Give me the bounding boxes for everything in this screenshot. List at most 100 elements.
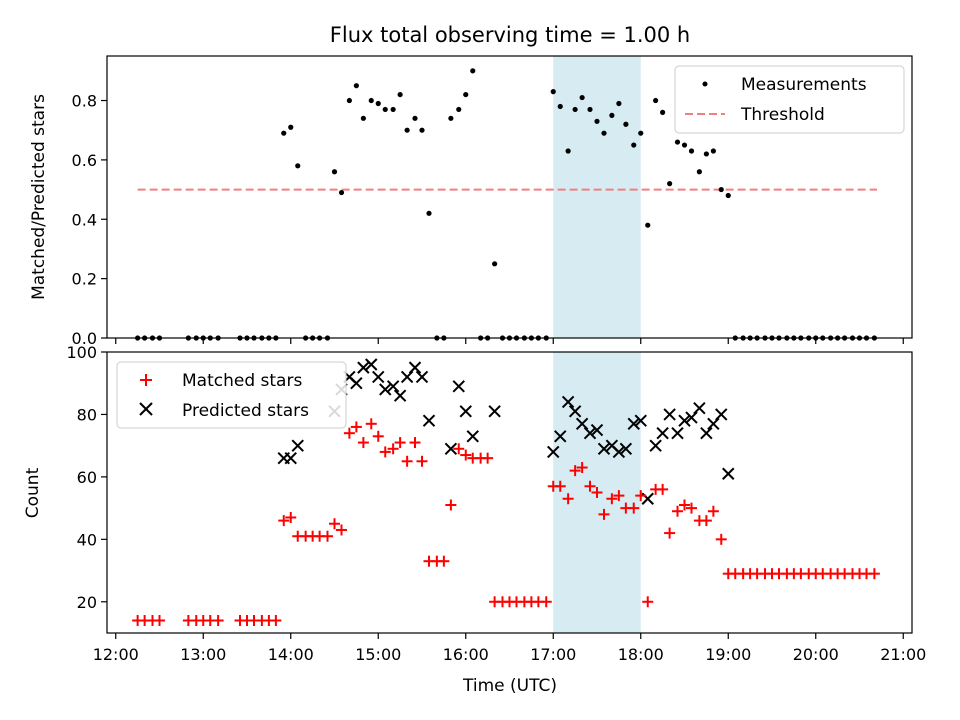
predicted-star-point <box>575 417 589 431</box>
measurement-point <box>338 189 345 196</box>
predicted-star-point <box>671 426 684 440</box>
measurement-point <box>645 222 651 228</box>
matched-star-point <box>350 421 362 433</box>
top-legend: Measurements Threshold <box>674 65 905 134</box>
matched-star-point <box>445 499 457 511</box>
y-tick-label: 0.6 <box>72 151 97 170</box>
measurement-point <box>681 142 688 148</box>
matched-star-point <box>379 446 391 458</box>
bottom-legend: Matched stars Predicted stars <box>116 361 347 429</box>
predicted-star-point <box>365 358 378 371</box>
x-tick-label: 19:00 <box>705 645 751 664</box>
measurement-point <box>631 142 637 148</box>
matched-star-point <box>642 596 654 608</box>
matched-star-point <box>438 555 450 567</box>
matched-star-point <box>409 437 421 449</box>
matched-star-point <box>591 487 603 498</box>
matched-star-points <box>132 418 880 627</box>
bottom-panel: 20 40 60 80 100 12:00 13:00 14:00 15:00 16:00 17:… <box>23 343 926 696</box>
predicted-star-point <box>561 395 575 409</box>
predicted-star-point <box>597 442 611 455</box>
measurement-point <box>674 139 681 145</box>
measurement-point <box>346 97 352 104</box>
matched-star-point <box>700 515 712 527</box>
matched-star-point <box>707 505 719 517</box>
predicted-star-point <box>372 370 385 384</box>
measurement-point <box>397 91 403 98</box>
measurement-point <box>448 115 454 121</box>
predicted-star-point <box>583 426 597 440</box>
legend-matched-marker <box>140 374 152 386</box>
measurement-point <box>587 106 593 113</box>
predicted-star-point <box>649 439 662 452</box>
matched-star-point <box>416 455 428 467</box>
predicted-star-point <box>663 408 676 421</box>
measurement-point <box>572 106 578 113</box>
x-tick-label: 21:00 <box>880 645 926 664</box>
predicted-star-point <box>459 405 472 418</box>
matched-star-point <box>562 493 574 505</box>
measurement-point <box>419 127 425 133</box>
measurement-point <box>382 106 388 113</box>
x-axis-label: Time (UTC) <box>462 676 557 696</box>
measurement-point <box>688 148 695 154</box>
y-tick-label: 0.2 <box>72 270 97 289</box>
measurement-point <box>331 169 338 175</box>
x-tick-label: 12:00 <box>93 645 139 664</box>
measurement-point <box>492 261 498 267</box>
top-y-label: Matched/Predicted stars <box>29 94 49 300</box>
measurement-point <box>375 100 381 107</box>
predicted-star-point <box>400 370 414 384</box>
matched-star-point <box>686 502 697 514</box>
measurement-point <box>368 97 374 104</box>
matched-star-point <box>482 452 494 464</box>
predicted-star-point <box>693 401 706 415</box>
matched-star-point <box>357 437 369 449</box>
predicted-star-point <box>357 361 370 374</box>
predicted-star-point <box>547 445 560 459</box>
measurement-point <box>609 112 615 118</box>
legend-predicted-marker <box>139 402 153 416</box>
predicted-star-point <box>619 442 633 455</box>
y-tick-label: 0.0 <box>72 329 97 348</box>
measurement-point <box>456 106 462 113</box>
measurement-point <box>470 68 476 74</box>
measurement-point <box>696 169 702 175</box>
matched-star-point <box>613 490 625 502</box>
matched-star-point <box>584 480 596 492</box>
measurement-point <box>565 148 571 154</box>
matched-star-point <box>628 502 640 514</box>
predicted-star-point <box>612 445 626 459</box>
y-tick-label: 40 <box>77 530 97 549</box>
predicted-star-point <box>379 383 392 396</box>
bottom-y-ticks: 20 40 60 80 100 <box>66 343 107 612</box>
matched-star-point <box>554 480 566 492</box>
measurement-point <box>412 115 418 121</box>
predicted-star-point <box>554 430 567 443</box>
predicted-star-point <box>627 417 640 431</box>
matched-star-point <box>365 418 377 430</box>
top-panel: 0.00.20.40.60.8 Matched/Predicted stars … <box>29 55 913 348</box>
measurement-point <box>703 151 709 157</box>
matched-star-point <box>329 518 340 530</box>
top-highlight-band <box>553 56 641 338</box>
predicted-star-point <box>291 439 304 452</box>
matched-star-point <box>569 465 581 477</box>
bottom-legend-frame <box>116 361 347 429</box>
matched-star-point <box>387 443 399 455</box>
x-tick-label: 15:00 <box>355 645 401 664</box>
matched-star-point <box>664 527 676 539</box>
matched-star-point <box>715 533 727 545</box>
legend-measurement-marker <box>702 81 708 87</box>
chart-title: Flux total observing time = 1.00 h <box>330 23 690 47</box>
measurement-point <box>725 192 731 199</box>
measurement-point <box>601 130 607 136</box>
predicted-star-point <box>444 442 458 455</box>
measurement-point <box>390 106 396 113</box>
matched-star-point <box>679 499 690 511</box>
predicted-star-point <box>452 380 465 393</box>
matched-star-point <box>212 615 224 627</box>
predicted-star-point <box>678 414 691 427</box>
matched-star-point <box>343 427 355 439</box>
